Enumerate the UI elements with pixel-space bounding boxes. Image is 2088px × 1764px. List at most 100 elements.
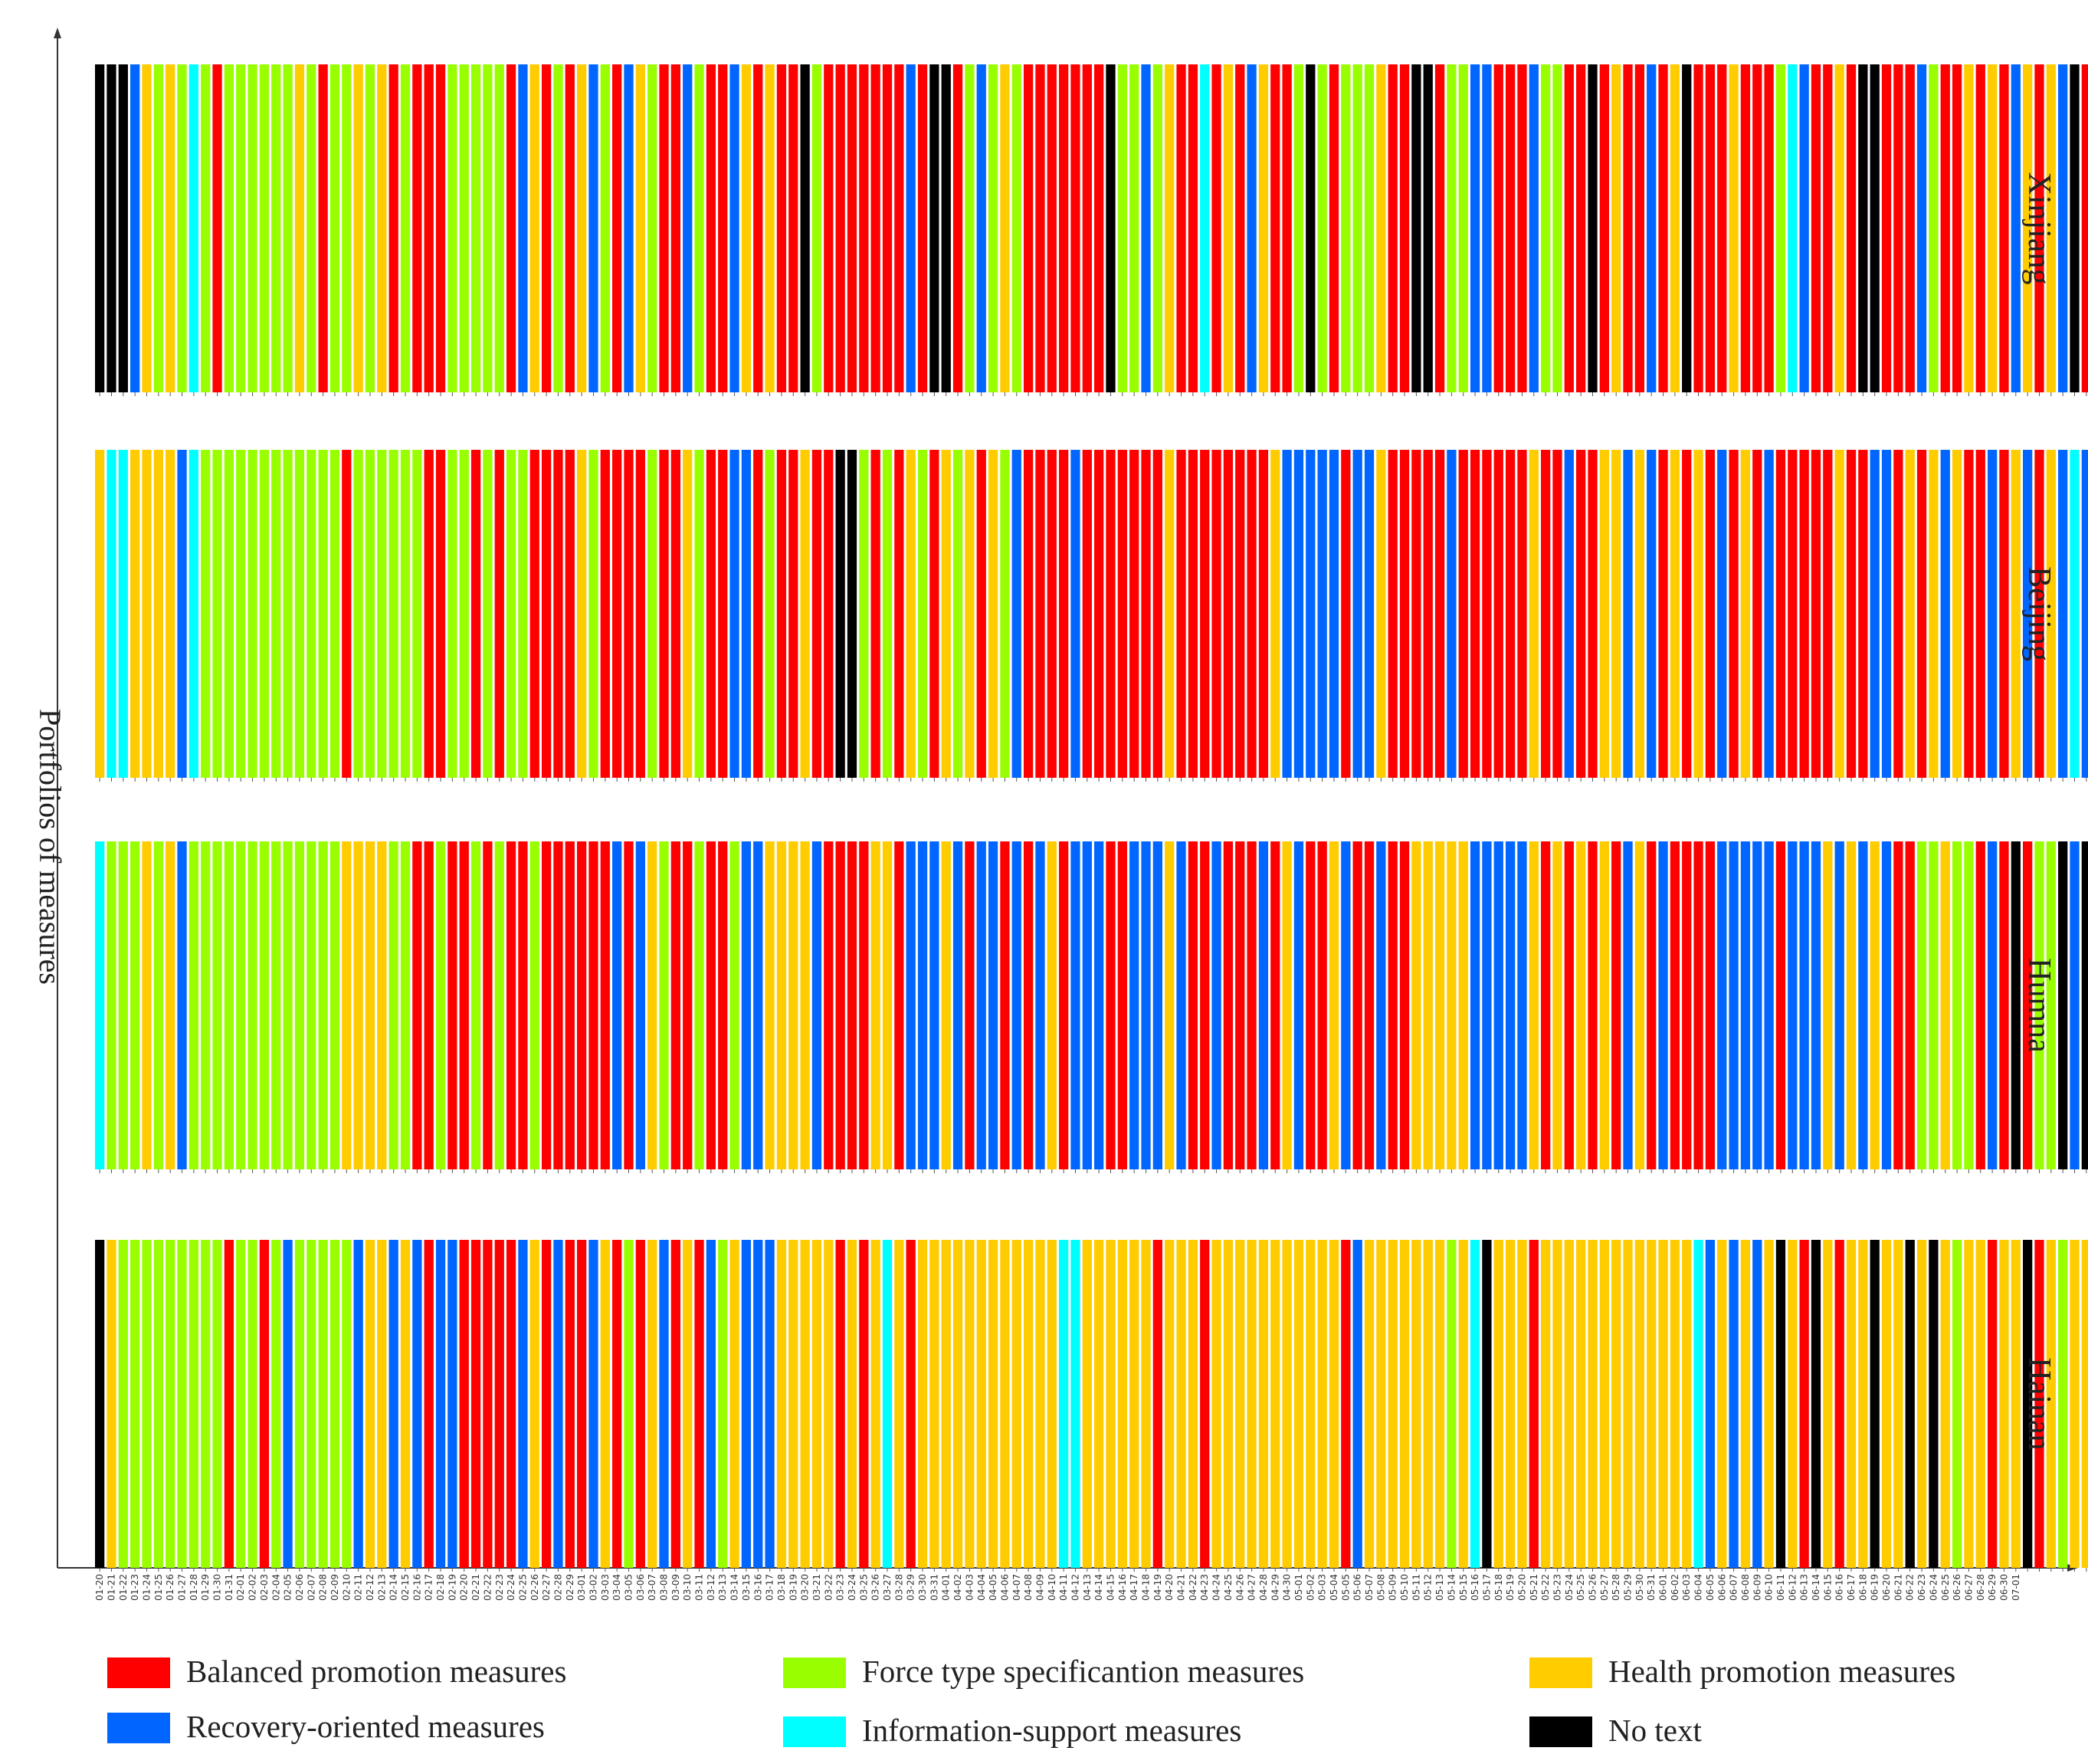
bar-humna-04-26 — [1235, 841, 1245, 1169]
bar-beijing-01-21 — [107, 450, 116, 778]
bar-xinjiang-02-16 — [412, 64, 422, 392]
bar-beijing-04-08 — [1023, 450, 1034, 778]
bar-xinjiang-05-20 — [1517, 64, 1527, 392]
bar-beijing-05-13 — [1434, 450, 1445, 778]
bar-xinjiang-02-13 — [377, 64, 387, 392]
bar-xinjiang-06-21 — [1893, 64, 1903, 392]
bar-xinjiang-06-24 — [1929, 64, 1939, 392]
x-tick-label: 06-30 — [1998, 1574, 2009, 1601]
bar-beijing-02-01 — [236, 450, 246, 778]
bar-humna-04-17 — [1129, 841, 1139, 1169]
bar-hainan-03-22 — [824, 1240, 834, 1568]
bar-beijing-05-08 — [1376, 450, 1386, 778]
bar-xinjiang-01-23 — [130, 64, 140, 392]
bar-xinjiang-02-27 — [541, 64, 552, 392]
bar-xinjiang-04-06 — [1000, 64, 1010, 392]
bar-beijing-06-07 — [1729, 450, 1739, 778]
bar-beijing-01-20 — [95, 450, 105, 778]
x-tick-label: 04-05 — [988, 1574, 998, 1601]
bar-humna-03-12 — [706, 841, 716, 1169]
x-tick-label: 03-27 — [882, 1574, 893, 1601]
x-tick-label: 06-02 — [1670, 1574, 1680, 1601]
bar-beijing-03-10 — [683, 450, 693, 778]
y-axis-label: Portfolios of measures — [33, 709, 67, 985]
bar-xinjiang-05-03 — [1317, 64, 1327, 392]
bar-humna-04-08 — [1023, 841, 1034, 1169]
bar-humna-04-29 — [1270, 841, 1280, 1169]
x-tick-label: 05-09 — [1388, 1574, 1398, 1601]
bar-xinjiang-02-08 — [318, 64, 328, 392]
legend-label: Recovery-oriented measures — [186, 1709, 545, 1744]
y-axis-arrow — [54, 28, 61, 38]
bar-humna-02-12 — [365, 841, 375, 1169]
x-tick-label: 05-31 — [1646, 1574, 1657, 1601]
bar-hainan-04-05 — [988, 1240, 998, 1568]
bar-humna-06-18 — [1858, 841, 1868, 1169]
bar-beijing-01-28 — [188, 450, 198, 778]
bar-hainan-05-06 — [1352, 1240, 1362, 1568]
bar-humna-03-10 — [683, 841, 693, 1169]
bar-humna-01-28 — [188, 841, 198, 1169]
bar-xinjiang-03-29 — [906, 64, 916, 392]
bar-beijing-02-11 — [353, 450, 363, 778]
x-tick-label: 03-03 — [600, 1574, 611, 1601]
bar-beijing-05-05 — [1341, 450, 1351, 778]
bar-humna-06-01 — [1658, 841, 1668, 1169]
bar-humna-06-11 — [1775, 841, 1786, 1169]
bar-beijing-06-09 — [1752, 450, 1762, 778]
bar-xinjiang-04-23 — [1200, 64, 1210, 392]
x-tick-label: 06-15 — [1822, 1574, 1833, 1601]
bar-beijing-06-19 — [1870, 450, 1880, 778]
bar-hainan-02-15 — [400, 1240, 411, 1568]
x-tick-label: 06-16 — [1834, 1574, 1845, 1601]
x-tick-label: 06-06 — [1716, 1574, 1727, 1601]
bar-humna-02-09 — [329, 841, 340, 1169]
x-tick-label: 03-12 — [706, 1574, 716, 1601]
x-tick-label: 03-25 — [858, 1574, 869, 1601]
bar-beijing-06-28 — [1975, 450, 1985, 778]
bar-hainan-02-10 — [342, 1240, 352, 1568]
x-tick-label: 05-16 — [1470, 1574, 1480, 1601]
bar-humna-02-16 — [412, 841, 422, 1169]
bar-humna-06-28 — [1975, 841, 1985, 1169]
x-tick-label: 06-17 — [1846, 1574, 1857, 1601]
bar-hainan-06-26 — [1952, 1240, 1962, 1568]
bar-xinjiang-04-28 — [1258, 64, 1269, 392]
x-tick-label: 05-20 — [1516, 1574, 1527, 1601]
bar-xinjiang-03-10 — [683, 64, 693, 392]
bar-humna-01-30 — [212, 841, 222, 1169]
bar-hainan-06-15 — [1823, 1240, 1833, 1568]
bar-hainan-05-10 — [1399, 1240, 1410, 1568]
bar-hainan-04-20 — [1165, 1240, 1175, 1568]
x-tick-label: 05-10 — [1399, 1574, 1410, 1601]
x-tick-label: 06-03 — [1681, 1574, 1692, 1601]
bar-beijing-undefined — [2023, 450, 2033, 778]
bar-hainan-02-08 — [318, 1240, 328, 1568]
bar-hainan-03-17 — [765, 1240, 775, 1568]
bar-humna-02-15 — [400, 841, 411, 1169]
bar-beijing-04-09 — [1035, 450, 1045, 778]
bar-xinjiang-06-15 — [1823, 64, 1833, 392]
bar-beijing-03-18 — [776, 450, 787, 778]
bar-xinjiang-05-04 — [1329, 64, 1339, 392]
bar-humna-04-18 — [1141, 841, 1151, 1169]
bar-humna-03-22 — [824, 841, 834, 1169]
bar-beijing-02-17 — [424, 450, 434, 778]
bar-humna-04-20 — [1165, 841, 1175, 1169]
bar-hainan-05-09 — [1388, 1240, 1398, 1568]
bar-beijing-01-23 — [130, 450, 140, 778]
bar-xinjiang-02-14 — [388, 64, 398, 392]
bar-hainan-06-27 — [1964, 1240, 1974, 1568]
bar-hainan-06-01 — [1658, 1240, 1668, 1568]
x-tick-label: 02-10 — [341, 1574, 352, 1601]
bar-humna-05-15 — [1458, 841, 1468, 1169]
bar-beijing-03-07 — [647, 450, 657, 778]
x-tick-label: 03-04 — [611, 1574, 622, 1601]
legend-item: Balanced promotion measures — [107, 1654, 566, 1689]
x-tick-label: 04-25 — [1223, 1574, 1234, 1601]
bar-hainan-01-20 — [95, 1240, 105, 1568]
x-tick-label: 04-16 — [1117, 1574, 1128, 1601]
bar-humna-undefined — [2081, 841, 2088, 1169]
bar-beijing-02-05 — [283, 450, 293, 778]
bar-xinjiang-05-14 — [1447, 64, 1457, 392]
